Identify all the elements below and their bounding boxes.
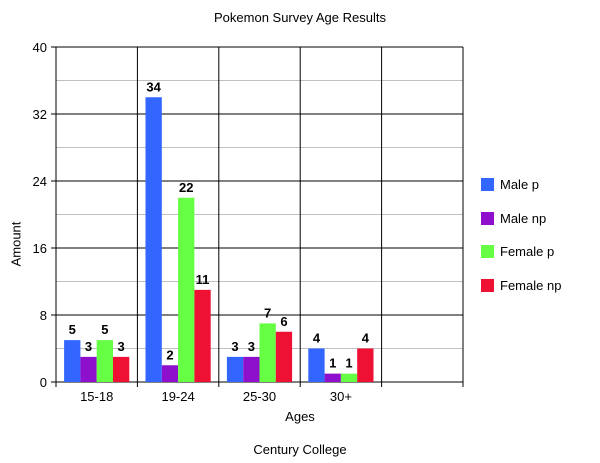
y-tick-label: 0 [40,375,47,390]
bar [243,356,260,382]
bar [194,289,211,382]
legend-label: Female p [500,244,555,259]
y-tick-label: 16 [33,241,47,256]
legend-label: Male np [500,210,547,226]
data-label: 5 [101,322,108,337]
data-label: 1 [329,356,336,371]
bar [145,97,162,382]
bar [357,348,374,382]
bar [259,323,276,382]
chart-title: Pokemon Survey Age Results [214,10,386,25]
legend-label: Male p [500,177,540,192]
data-label: 7 [264,305,271,320]
x-tick-label: 15-18 [80,389,113,404]
bar [308,348,325,382]
bar [113,356,130,382]
bar [64,340,81,382]
data-label: 4 [362,331,370,346]
bar [80,356,97,382]
x-axis-label: Ages [285,409,315,424]
bar [178,197,195,382]
y-tick-label: 8 [40,308,47,323]
data-label: 3 [231,339,238,354]
data-label: 3 [248,339,255,354]
legend-swatch [481,278,494,292]
y-tick-label: 24 [33,174,47,189]
legend-label: Female np [500,277,562,293]
bar [324,373,341,382]
x-tick-label: 19-24 [161,389,194,404]
y-axis-label: Amount [8,221,24,267]
legend-swatch [481,178,494,191]
x-tick-label: 25-30 [243,389,276,404]
data-label: 4 [313,331,321,346]
data-label: 22 [179,180,193,195]
data-label: 3 [85,339,92,354]
bar [161,365,179,382]
bar [226,356,244,382]
data-label: 11 [196,272,210,287]
data-label: 6 [280,314,287,329]
y-tick-label: 40 [33,40,47,55]
bar [96,340,113,382]
bar [340,373,358,382]
data-label: 5 [69,322,76,337]
chart-footer: Century College [253,442,347,457]
data-label: 2 [166,347,173,362]
x-tick-label: 30+ [330,389,352,404]
legend-swatch [481,211,494,225]
bar [275,331,293,382]
data-label: 34 [146,79,161,94]
y-tick-label: 32 [33,107,47,122]
data-label: 3 [118,339,125,354]
legend-swatch [481,245,494,258]
data-label: 1 [345,356,352,371]
